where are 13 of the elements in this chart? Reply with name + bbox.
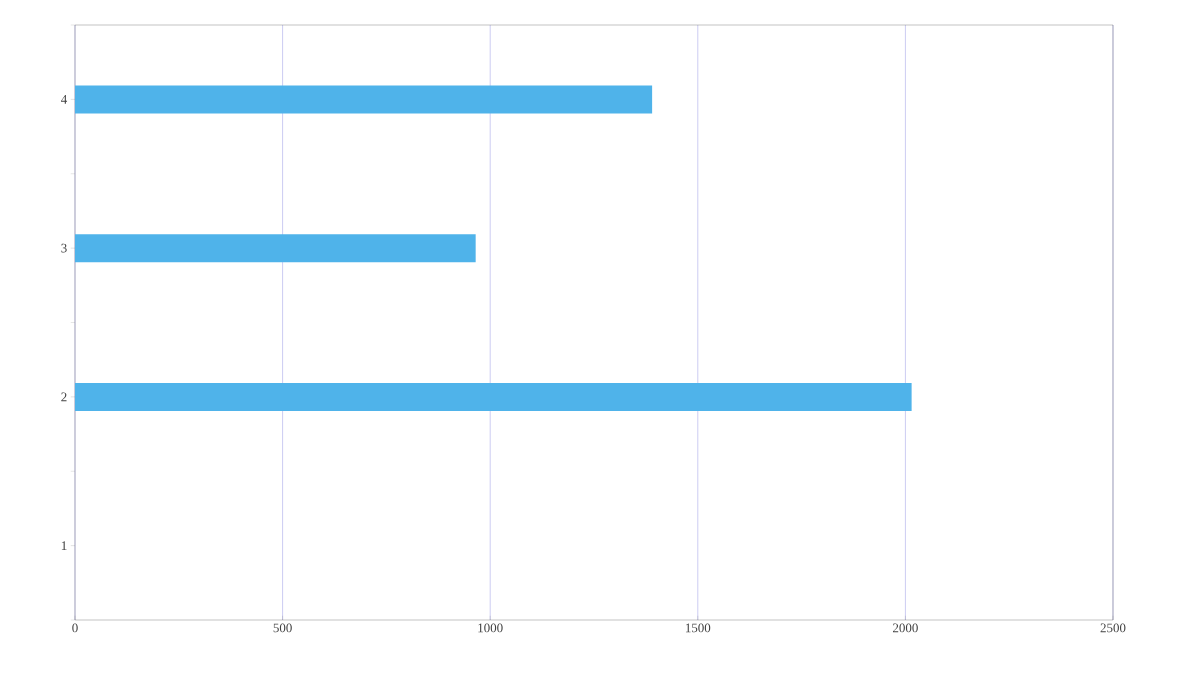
x-tick-label: 1500: [685, 623, 711, 633]
x-tick-label: 2500: [1100, 623, 1126, 633]
x-tick-label: 2000: [893, 623, 918, 633]
x-tick-label: 0: [72, 623, 78, 633]
y-tick-label: 3: [61, 243, 67, 253]
bar: [75, 85, 653, 114]
y-tick-label: 2: [61, 392, 67, 402]
bar: [75, 382, 912, 411]
x-tick-label: 500: [273, 623, 292, 633]
x-tick-label: 1000: [478, 623, 503, 633]
bar: [75, 234, 476, 263]
y-tick-label: 1: [61, 541, 67, 550]
y-tick-label: 4: [61, 95, 68, 104]
